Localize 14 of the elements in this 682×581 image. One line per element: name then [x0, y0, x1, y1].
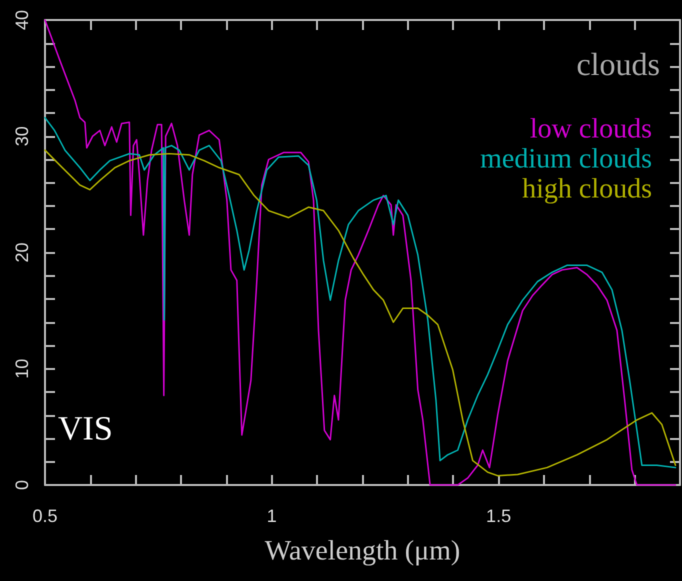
y-tick-label: 30 — [12, 126, 32, 146]
x-tick-label: 0.5 — [32, 506, 58, 526]
text: low clouds — [530, 114, 652, 144]
y-tick-label: 10 — [12, 358, 32, 379]
x-tick-label: 1.5 — [486, 506, 512, 526]
x-tick-label: 1 — [266, 506, 277, 526]
y-tick-label: 20 — [12, 242, 32, 263]
y-tick-label: 40 — [12, 10, 32, 30]
text: medium clouds — [480, 144, 652, 174]
text: high clouds — [522, 174, 652, 204]
x-axis-title: Wavelength (μm) — [264, 536, 460, 566]
annotation: VIS — [58, 410, 113, 448]
y-tick-label: 0 — [12, 480, 32, 490]
legend-title: clouds — [576, 46, 660, 82]
